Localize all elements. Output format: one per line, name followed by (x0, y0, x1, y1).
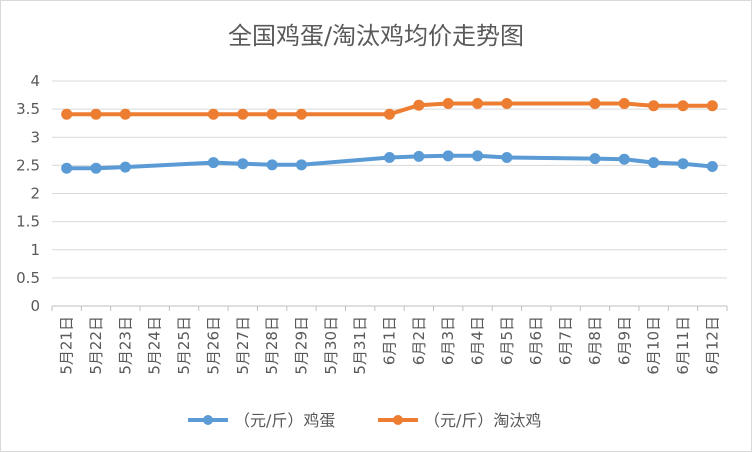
data-point-series-2 (207, 108, 219, 120)
y-tick-label: 2.5 (16, 156, 40, 174)
data-point-series-2 (442, 98, 454, 109)
x-tick-label: 5月28日 (263, 316, 281, 375)
x-tick-label: 6月6日 (527, 316, 545, 365)
x-tick-label: 5月27日 (234, 316, 252, 375)
y-tick-label: 1 (30, 241, 40, 259)
legend-label-2: （元/斤）淘汰鸡 (424, 411, 541, 430)
data-point-series-2 (61, 108, 73, 120)
data-point-series-1 (648, 157, 660, 169)
data-point-series-2 (413, 99, 425, 111)
y-tick-label: 2 (30, 185, 40, 203)
data-point-series-1 (501, 152, 513, 163)
x-tick-label: 6月3日 (439, 316, 457, 365)
y-tick-label: 3 (30, 128, 40, 146)
data-point-series-1 (413, 150, 425, 162)
data-point-series-2 (589, 98, 601, 109)
data-point-series-2 (501, 98, 513, 109)
y-tick-label: 0.5 (16, 269, 40, 287)
x-tick-label: 5月22日 (87, 316, 105, 375)
x-tick-label: 5月24日 (146, 316, 164, 375)
data-point-series-2 (90, 108, 102, 120)
x-tick-label: 6月5日 (498, 316, 516, 365)
data-point-series-2 (618, 98, 630, 109)
legend-marker-2 (393, 415, 403, 425)
x-tick-label: 6月9日 (615, 316, 633, 365)
data-point-series-1 (706, 161, 718, 172)
x-tick-label: 6月7日 (557, 316, 575, 365)
data-point-series-2 (266, 108, 278, 120)
chart-title: 全国鸡蛋/淘汰鸡均价走势图 (227, 22, 525, 50)
legend-marker-1 (203, 415, 213, 425)
x-tick-label: 6月4日 (469, 316, 487, 365)
legend-label-1: （元/斤）鸡蛋 (234, 411, 335, 430)
data-point-series-1 (472, 150, 484, 162)
data-point-series-1 (442, 150, 454, 162)
x-tick-label: 6月12日 (703, 316, 721, 375)
data-point-series-1 (295, 159, 307, 171)
data-point-series-1 (119, 161, 131, 173)
y-tick-label: 4 (30, 72, 40, 90)
data-point-series-1 (237, 158, 249, 170)
data-point-series-2 (384, 108, 395, 120)
data-point-series-2 (119, 108, 131, 120)
x-tick-label: 6月10日 (645, 316, 663, 375)
y-tick-label: 1.5 (16, 213, 40, 231)
x-tick-label: 6月11日 (674, 316, 692, 375)
data-point-series-2 (237, 108, 249, 120)
data-point-series-1 (589, 153, 601, 165)
x-tick-label: 5月26日 (204, 316, 222, 375)
data-point-series-1 (677, 158, 689, 170)
data-point-series-2 (295, 108, 307, 120)
data-point-series-1 (266, 159, 278, 171)
data-point-series-2 (706, 100, 718, 112)
x-tick-label: 5月31日 (351, 316, 369, 375)
data-point-series-1 (618, 153, 630, 165)
data-point-series-1 (90, 162, 102, 174)
x-tick-label: 6月1日 (381, 316, 399, 365)
x-tick-label: 5月21日 (58, 316, 76, 375)
data-point-series-1 (207, 157, 219, 169)
x-tick-label: 6月2日 (410, 316, 428, 365)
x-tick-label: 6月8日 (586, 316, 604, 365)
data-point-series-1 (384, 152, 395, 163)
data-point-series-1 (61, 162, 73, 174)
data-point-series-2 (648, 100, 660, 112)
x-tick-label: 5月23日 (116, 316, 134, 375)
x-tick-label: 5月30日 (322, 316, 340, 375)
data-point-series-2 (472, 98, 484, 109)
y-tick-label: 3.5 (16, 100, 40, 118)
x-tick-label: 5月29日 (292, 316, 310, 375)
y-tick-label: 0 (30, 297, 40, 315)
x-tick-label: 5月25日 (175, 316, 193, 375)
data-point-series-2 (677, 100, 689, 112)
